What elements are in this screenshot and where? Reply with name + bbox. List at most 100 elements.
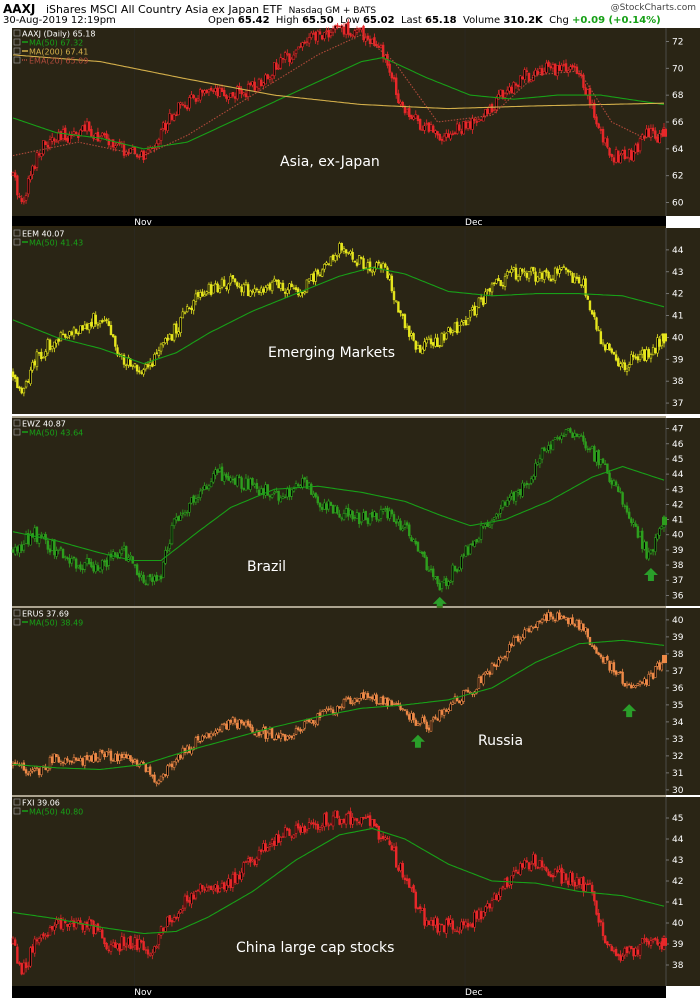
fxi-candle-body — [244, 861, 248, 863]
erus-candle-body — [440, 710, 444, 715]
eem-candle-body — [61, 333, 65, 336]
eem-candle-body — [196, 292, 200, 297]
aaxj-candle-body — [283, 52, 287, 60]
aaxj-candle-body — [556, 64, 559, 77]
aaxj-candle-body — [529, 79, 533, 83]
ewz-candle-body — [355, 512, 359, 519]
fxi-candle-body — [362, 817, 365, 819]
erus-candle-body — [586, 628, 589, 638]
fxi-candle-body — [220, 882, 224, 888]
fxi-candle-body — [203, 889, 206, 891]
ewz-candle-body — [610, 480, 613, 485]
fxi-candle-body — [445, 919, 448, 934]
eem-candle-body — [81, 325, 84, 331]
ewz-candle-body — [214, 469, 217, 476]
eem-candle-body — [18, 386, 21, 389]
eem-candle-body — [490, 283, 494, 293]
fxi-candle-body — [575, 877, 579, 886]
erus-candle-body — [658, 662, 661, 670]
eem-candle-body — [201, 291, 204, 297]
aaxj-candle-body — [438, 133, 441, 141]
eem-candle-body — [638, 354, 642, 361]
erus-candle-body — [205, 732, 208, 738]
aaxj-candle-body — [305, 41, 309, 43]
erus-candle-body — [492, 663, 496, 666]
eem-ytick-label: 43 — [672, 268, 683, 278]
erus-candle-body — [338, 706, 341, 709]
eem-candle-body — [74, 329, 78, 334]
fxi-candle-body — [46, 934, 50, 937]
fxi-candle-body — [599, 920, 603, 923]
ewz-candle-body — [205, 486, 208, 490]
fxi-candle-body — [582, 876, 585, 893]
aaxj-candle-body — [656, 136, 659, 143]
eem-candle-body — [20, 387, 23, 394]
erus-candle-body — [601, 656, 605, 663]
aaxj-candle-body — [209, 87, 213, 91]
aaxj-candle-body — [394, 77, 398, 95]
erus-candle-body — [281, 733, 285, 736]
fxi-candle-body — [236, 874, 239, 885]
fxi-candle-body — [621, 955, 624, 961]
aaxj-candle-body — [168, 113, 171, 124]
erus-candle-body — [460, 700, 463, 705]
aaxj-candle-body — [220, 88, 224, 92]
erus-candle-body — [162, 773, 165, 778]
ewz-candle-body — [238, 476, 241, 478]
legend-label: MA(50) 41.43 — [29, 239, 83, 248]
erus-candle-body — [347, 697, 350, 700]
ewz-candle-body — [303, 477, 306, 480]
eem-candle-body — [240, 286, 243, 293]
ewz-candle-body — [294, 483, 298, 489]
legend-checkbox-icon — [13, 798, 21, 806]
ewz-candle-body — [320, 507, 324, 510]
erus-ytick-label: 37 — [672, 667, 683, 677]
fxi-candle-body — [532, 853, 535, 864]
ewz-last-price-marker — [662, 517, 667, 526]
fxi-candle-body — [619, 954, 622, 961]
eem-candle-body — [279, 283, 283, 289]
ewz-candle-body — [327, 500, 330, 510]
ewz-candle-body — [643, 541, 646, 550]
fxi-candle-body — [495, 895, 498, 900]
erus-candle-body — [201, 735, 204, 742]
aaxj-candle-body — [316, 30, 320, 42]
eem-candle-body — [593, 312, 596, 318]
aaxj-candle-body — [617, 150, 620, 163]
erus-candle-body — [90, 755, 93, 762]
ewz-ytick-label: 46 — [672, 440, 684, 450]
fxi-candle-body — [138, 939, 141, 949]
ewz-candle-body — [331, 504, 335, 514]
ewz-candle-body — [179, 515, 182, 521]
fxi-candle-body — [368, 815, 372, 826]
fxi-candle-body — [142, 941, 145, 950]
x-tick-nov: Nov — [134, 988, 152, 998]
ewz-candle-body — [425, 556, 428, 571]
eem-candle-body — [392, 291, 396, 301]
eem-candle-body — [434, 337, 437, 347]
fxi-candle-body — [649, 940, 653, 946]
aaxj-candle-body — [519, 75, 522, 88]
eem-candle-body — [310, 274, 313, 281]
eem-candle-body — [273, 278, 276, 282]
aaxj-candle-body — [573, 66, 576, 68]
fxi-candle-body — [432, 919, 435, 927]
eem-candle-body — [499, 280, 502, 286]
eem-candle-body — [595, 317, 598, 330]
ewz-candle-body — [279, 497, 283, 503]
aaxj-candle-body — [353, 30, 357, 37]
erus-candle-body — [288, 735, 291, 738]
ewz-candle-body — [312, 493, 315, 497]
fxi-candle-body — [255, 857, 259, 865]
ewz-candle-body — [399, 520, 402, 530]
fxi-candle-body — [262, 843, 265, 851]
erus-candle-body — [427, 727, 431, 731]
fxi-candle-body — [77, 920, 80, 925]
aaxj-candle-body — [53, 138, 56, 142]
fxi-candle-body — [127, 937, 130, 946]
ewz-candle-body — [625, 505, 629, 513]
eem-candle-body — [654, 347, 657, 354]
fxi-candle-body — [630, 945, 633, 950]
erus-candle-body — [584, 627, 587, 632]
